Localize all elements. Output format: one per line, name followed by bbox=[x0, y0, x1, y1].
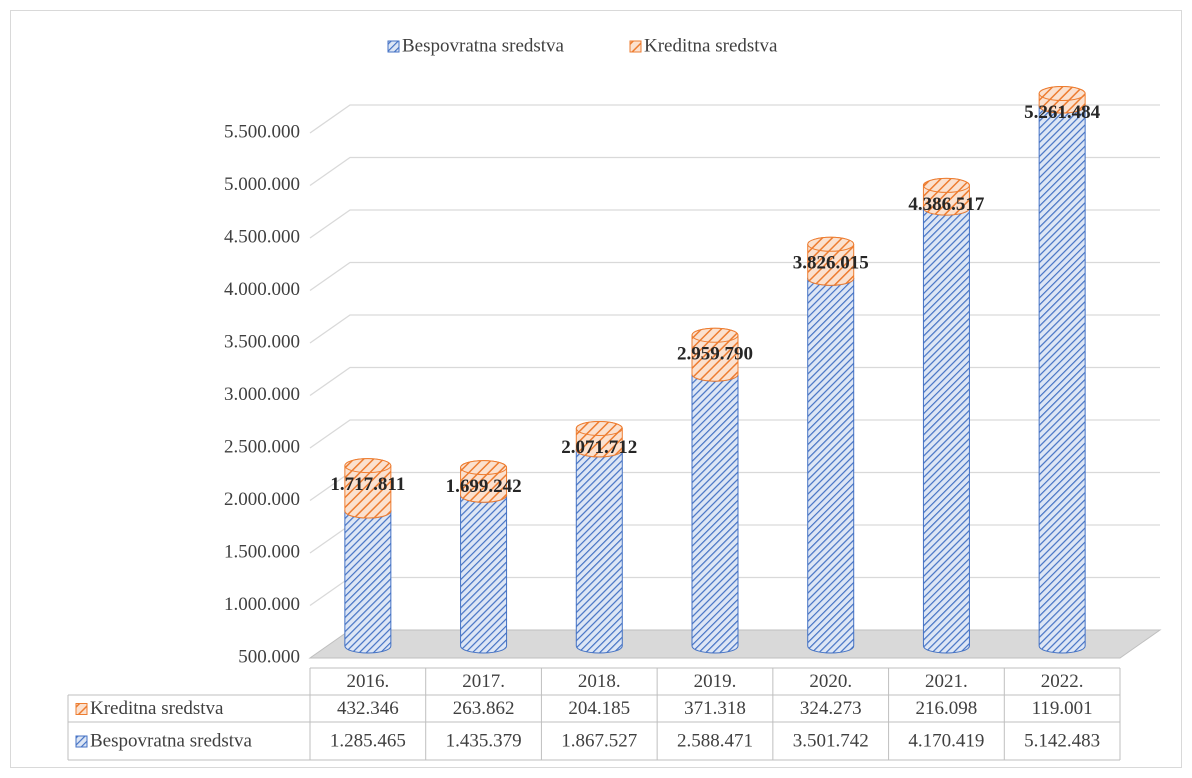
cylinder-top bbox=[575, 420, 623, 436]
total-label: 1.717.811 bbox=[330, 474, 405, 495]
table-value: 371.318 bbox=[684, 698, 746, 719]
total-label: 2.959.790 bbox=[677, 344, 753, 365]
cylinder-segment bbox=[807, 270, 855, 654]
total-label: 2.071.712 bbox=[561, 437, 637, 458]
x-tick-label: 2017. bbox=[462, 671, 505, 692]
legend-label: Bespovratna sredstva bbox=[402, 35, 565, 56]
table-value: 1.435.379 bbox=[446, 730, 522, 751]
cylinder-top bbox=[691, 327, 739, 343]
grid-line bbox=[309, 104, 1160, 134]
table-row-label: Bespovratna sredstva bbox=[90, 730, 253, 751]
x-tick-label: 2019. bbox=[694, 671, 737, 692]
table-value: 5.142.483 bbox=[1024, 730, 1100, 751]
cylinder-top bbox=[460, 460, 508, 476]
cylinder-top bbox=[344, 458, 392, 474]
table-value: 4.170.419 bbox=[908, 730, 984, 751]
y-tick-label: 1.000.000 bbox=[224, 594, 300, 615]
total-label: 3.826.015 bbox=[793, 253, 869, 274]
total-label: 4.386.517 bbox=[908, 194, 985, 215]
cylinder-segment bbox=[1038, 98, 1086, 654]
cylinder-segment bbox=[691, 366, 739, 654]
grid-line bbox=[309, 261, 1160, 292]
table-value: 2.588.471 bbox=[677, 730, 753, 751]
table-value: 216.098 bbox=[916, 698, 978, 719]
x-tick-label: 2018. bbox=[578, 671, 621, 692]
table-value: 3.501.742 bbox=[793, 730, 869, 751]
cylinder-top bbox=[807, 236, 855, 252]
y-tick-label: 3.500.000 bbox=[224, 331, 300, 352]
y-tick-label: 4.000.000 bbox=[224, 279, 300, 300]
grid-line bbox=[309, 314, 1160, 344]
cylinder-segment bbox=[344, 503, 392, 654]
table-legend-marker bbox=[75, 703, 88, 715]
cylinder-segment bbox=[460, 487, 508, 654]
table-value: 432.346 bbox=[337, 698, 399, 719]
y-tick-label: 1.500.000 bbox=[224, 541, 300, 562]
table-row-label: Kreditna sredstva bbox=[90, 698, 224, 719]
legend-marker bbox=[387, 40, 400, 53]
x-tick-label: 2020. bbox=[809, 671, 852, 692]
table-value: 204.185 bbox=[568, 698, 630, 719]
table-value: 119.001 bbox=[1032, 698, 1093, 719]
cylinder-top bbox=[922, 177, 970, 193]
grid-line bbox=[309, 209, 1160, 239]
x-tick-label: 2021. bbox=[925, 671, 968, 692]
cylinder-segment bbox=[922, 200, 970, 654]
x-tick-label: 2022. bbox=[1041, 671, 1084, 692]
x-tick-label: 2016. bbox=[346, 671, 389, 692]
table-value: 263.862 bbox=[453, 698, 515, 719]
y-tick-label: 3.000.000 bbox=[224, 384, 300, 405]
y-tick-label: 4.500.000 bbox=[224, 226, 300, 247]
grid-line bbox=[309, 419, 1160, 449]
table-value: 324.273 bbox=[800, 698, 862, 719]
total-label: 1.699.242 bbox=[446, 476, 522, 497]
grid-line bbox=[309, 366, 1160, 397]
y-tick-label: 2.000.000 bbox=[224, 489, 300, 510]
y-tick-label: 5.000.000 bbox=[224, 174, 300, 195]
grid-line bbox=[309, 156, 1160, 187]
y-tick-label: 2.500.000 bbox=[224, 436, 300, 457]
legend-label: Kreditna sredstva bbox=[644, 35, 778, 56]
table-value: 1.867.527 bbox=[561, 730, 637, 751]
cylinder-top bbox=[1038, 86, 1086, 102]
table-value: 1.285.465 bbox=[330, 730, 406, 751]
legend-marker bbox=[629, 40, 642, 53]
cylinder-segment bbox=[575, 442, 623, 654]
y-tick-label: 5.500.000 bbox=[224, 121, 300, 142]
y-tick-label: 500.000 bbox=[238, 646, 300, 667]
table-legend-marker bbox=[75, 735, 88, 748]
total-label: 5.261.484 bbox=[1024, 102, 1101, 123]
